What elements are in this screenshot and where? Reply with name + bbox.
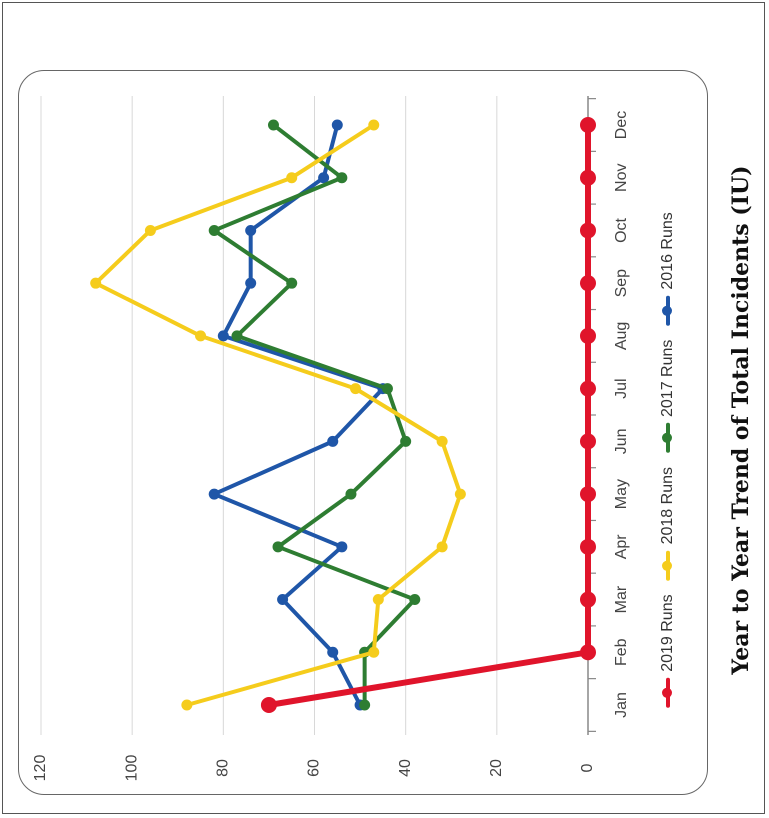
x-tick-label: Nov: [613, 164, 630, 192]
data-point-2017-runs: [336, 172, 348, 184]
data-point-2019-runs: [580, 222, 596, 239]
x-tick-label: Apr: [613, 534, 630, 560]
chart-legend: 2019 Runs 2018 Runs 2017 Runs 2016 Runs: [659, 212, 677, 708]
legend-swatch: [662, 678, 674, 708]
data-point-2016-runs: [336, 541, 348, 553]
x-tick-label: Aug: [613, 322, 630, 350]
x-tick-label: Feb: [613, 638, 630, 666]
data-point-2017-runs: [409, 594, 421, 606]
data-point-2019-runs: [580, 433, 596, 450]
data-point-2019-runs: [580, 117, 596, 133]
data-point-2016-runs: [245, 224, 257, 236]
x-tick-label: Sep: [613, 269, 630, 298]
data-point-2017-runs: [231, 330, 243, 342]
gridlines: [40, 96, 498, 735]
data-point-2017-runs: [267, 119, 279, 131]
data-point-2018-runs: [368, 646, 380, 658]
x-tick-label: Dec: [613, 111, 630, 139]
legend-swatch: [662, 550, 674, 580]
series-line-2016-runs: [212, 123, 385, 707]
legend-entry: 2017 Runs: [659, 340, 677, 453]
data-point-2017-runs: [208, 224, 220, 236]
data-point-2016-runs: [277, 594, 289, 606]
data-point-2016-runs: [327, 646, 339, 658]
legend-swatch: [662, 296, 674, 326]
data-point-2017-runs: [272, 541, 284, 553]
data-point-2018-runs: [436, 541, 448, 553]
legend-label: 2018 Runs: [659, 467, 676, 545]
x-tick-label: Jul: [613, 378, 630, 398]
data-point-2016-runs: [318, 172, 330, 184]
x-tick-labels: Jan Feb Mar Apr May Jun Jul Aug Sep Oct Nov Dec: [613, 111, 630, 718]
legend-label: 2016 Runs: [659, 212, 676, 290]
data-point-2017-runs: [400, 435, 412, 447]
legend-swatch: [662, 423, 674, 453]
series-line-2018-runs: [93, 123, 463, 707]
y-tick-label: 20: [488, 759, 505, 777]
y-tick-label: 60: [306, 759, 323, 777]
data-point-2017-runs: [286, 277, 298, 289]
data-point-2018-runs: [144, 224, 156, 236]
x-tick-label: May: [613, 479, 630, 509]
data-point-2017-runs: [381, 383, 393, 395]
legend-label: 2017 Runs: [659, 339, 676, 417]
legend-entry: 2016 Runs: [659, 212, 677, 325]
data-point-2019-runs: [260, 697, 277, 713]
data-point-2019-runs: [580, 275, 596, 292]
x-tick-label: Jun: [613, 428, 630, 454]
chart-title: Year to Year Trend of Total Incidents (I…: [728, 165, 754, 675]
data-point-2019-runs: [580, 486, 596, 503]
x-tick-label: Jan: [613, 692, 630, 718]
chart-frame: [18, 70, 708, 795]
data-point-2016-runs: [208, 488, 220, 500]
data-point-2019-runs: [580, 644, 596, 661]
data-point-2018-runs: [286, 172, 298, 184]
data-point-2018-runs: [436, 435, 448, 447]
data-point-2016-runs: [217, 330, 229, 342]
y-tick-label: 40: [397, 759, 414, 777]
data-point-2019-runs: [580, 327, 596, 344]
legend-label: 2019 Runs: [659, 594, 676, 672]
y-tick-label: 100: [123, 755, 140, 782]
data-point-2018-runs: [181, 699, 193, 711]
data-point-2019-runs: [580, 169, 596, 186]
data-point-2018-runs: [368, 119, 380, 131]
series-line-2019-runs: [265, 122, 591, 708]
data-point-2019-runs: [580, 538, 596, 555]
x-tick-label: Mar: [613, 585, 630, 613]
data-point-2018-runs: [90, 277, 102, 289]
y-tick-labels: 0 20 40 60 80 100 120: [32, 755, 596, 782]
y-tick-label: 80: [215, 759, 232, 777]
series-lines: [90, 117, 596, 713]
data-point-2018-runs: [195, 330, 207, 342]
data-point-2018-runs: [372, 594, 384, 606]
legend-entry: 2019 Runs: [659, 594, 677, 707]
y-tick-label: 120: [32, 755, 49, 782]
data-point-2017-runs: [345, 488, 357, 500]
data-point-2016-runs: [327, 435, 339, 447]
data-point-2018-runs: [350, 383, 362, 395]
legend-entry: 2018 Runs: [659, 467, 677, 580]
data-point-2018-runs: [454, 488, 466, 500]
x-tick-label: Oct: [613, 217, 630, 242]
data-point-2016-runs: [245, 277, 257, 289]
y-tick-label: 0: [579, 763, 596, 772]
data-point-2019-runs: [580, 591, 596, 608]
data-point-2019-runs: [580, 380, 596, 397]
data-point-2016-runs: [331, 119, 343, 131]
data-point-2017-runs: [359, 699, 371, 711]
